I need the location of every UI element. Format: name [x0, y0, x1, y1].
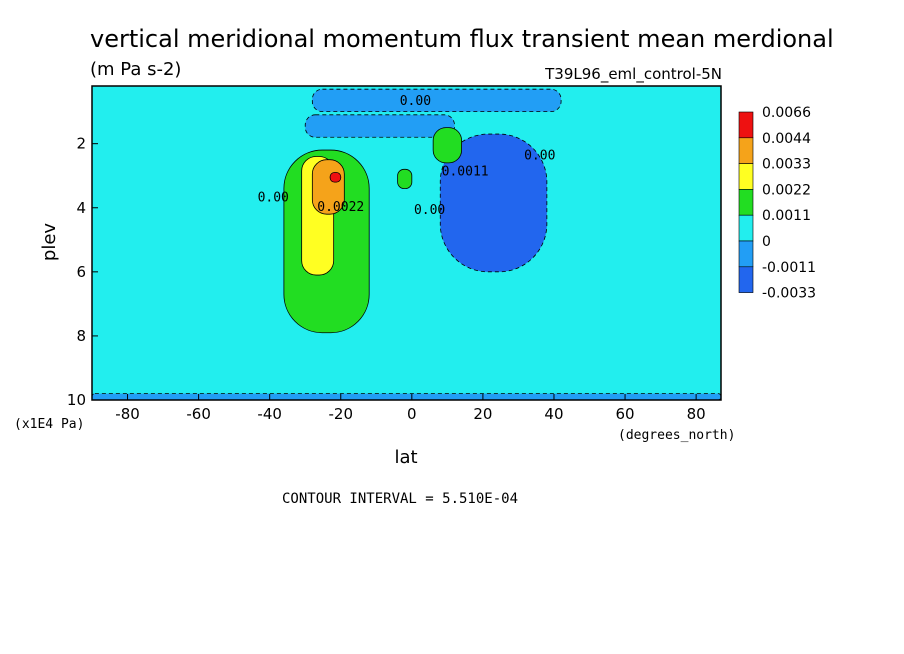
- chart-subtitle: T39L96_eml_control-5N: [544, 65, 722, 84]
- contour-region: [432, 127, 462, 164]
- y-tick-label: 8: [76, 327, 86, 345]
- x-tick-label: -40: [257, 405, 282, 423]
- contour-region: [311, 88, 562, 113]
- colorbar-label: -0.0033: [762, 286, 816, 302]
- x-tick-label: 40: [544, 405, 563, 423]
- colorbar-swatch: [738, 240, 754, 268]
- contour-region: [439, 133, 548, 273]
- colorbar-label: -0.0011: [762, 260, 816, 276]
- contour-label: 0.00: [524, 149, 555, 164]
- contour-interval-text: CONTOUR INTERVAL = 5.510E-04: [282, 491, 518, 507]
- y-tick-label: 4: [76, 199, 86, 217]
- colorbar-swatch: [738, 163, 754, 190]
- colorbar-label: 0.0044: [762, 131, 811, 147]
- y-tick-label: 2: [76, 135, 86, 153]
- plot-frame: [91, 85, 722, 401]
- y-unit-label: (x1E4 Pa): [14, 417, 84, 432]
- x-tick-label: -20: [329, 405, 354, 423]
- x-tick-label: 80: [687, 405, 706, 423]
- contour-region: [92, 393, 721, 400]
- contour-region: [329, 172, 342, 183]
- chart-units: (m Pa s-2): [90, 59, 181, 80]
- x-tick-label: 60: [616, 405, 635, 423]
- contour-label: 0.0011: [442, 165, 489, 180]
- colorbar-label: 0: [762, 234, 771, 250]
- y-tick-label: 10: [67, 391, 86, 409]
- contour-label: 0.00: [400, 94, 431, 109]
- x-unit-label: (degrees_north): [618, 428, 735, 443]
- contour-label: 0.00: [414, 203, 445, 218]
- x-axis: -80 -60 -40 -20 0 20 40 60 80: [115, 394, 706, 423]
- contour-region: [304, 114, 455, 138]
- chart-title: vertical meridional momentum flux transi…: [90, 25, 834, 53]
- x-tick-label: -60: [186, 405, 211, 423]
- colorbar-swatch: [738, 137, 754, 164]
- contour-region: [397, 168, 413, 189]
- x-tick-label: 20: [473, 405, 492, 423]
- field-background: [92, 86, 721, 400]
- colorbar-label: 0.0033: [762, 157, 811, 173]
- x-tick-label: 0: [407, 405, 417, 423]
- y-tick-label: 6: [76, 263, 86, 281]
- colorbar-swatch: [738, 214, 754, 242]
- y-axis-label: plev: [39, 223, 60, 262]
- colorbar-label: 0.0011: [762, 208, 811, 224]
- colorbar-label: 0.0066: [762, 105, 811, 121]
- y-axis: 2 4 6 8 10: [67, 135, 98, 409]
- colorbar-swatch: [738, 111, 754, 139]
- colorbar: 0.0066 0.0044 0.0033 0.0022 0.0011 0 -0.0011 -0…: [738, 105, 816, 302]
- plot-area: 0.00 0.00 0.0022 0.0011 0.00 0.00: [92, 86, 721, 400]
- x-tick-label: -80: [115, 405, 140, 423]
- x-axis-label: lat: [394, 447, 417, 468]
- contour-label: 0.00: [258, 190, 289, 205]
- contour-label: 0.0022: [317, 200, 364, 215]
- colorbar-label: 0.0022: [762, 182, 811, 198]
- colorbar-swatch: [738, 266, 754, 293]
- colorbar-swatch: [738, 189, 754, 216]
